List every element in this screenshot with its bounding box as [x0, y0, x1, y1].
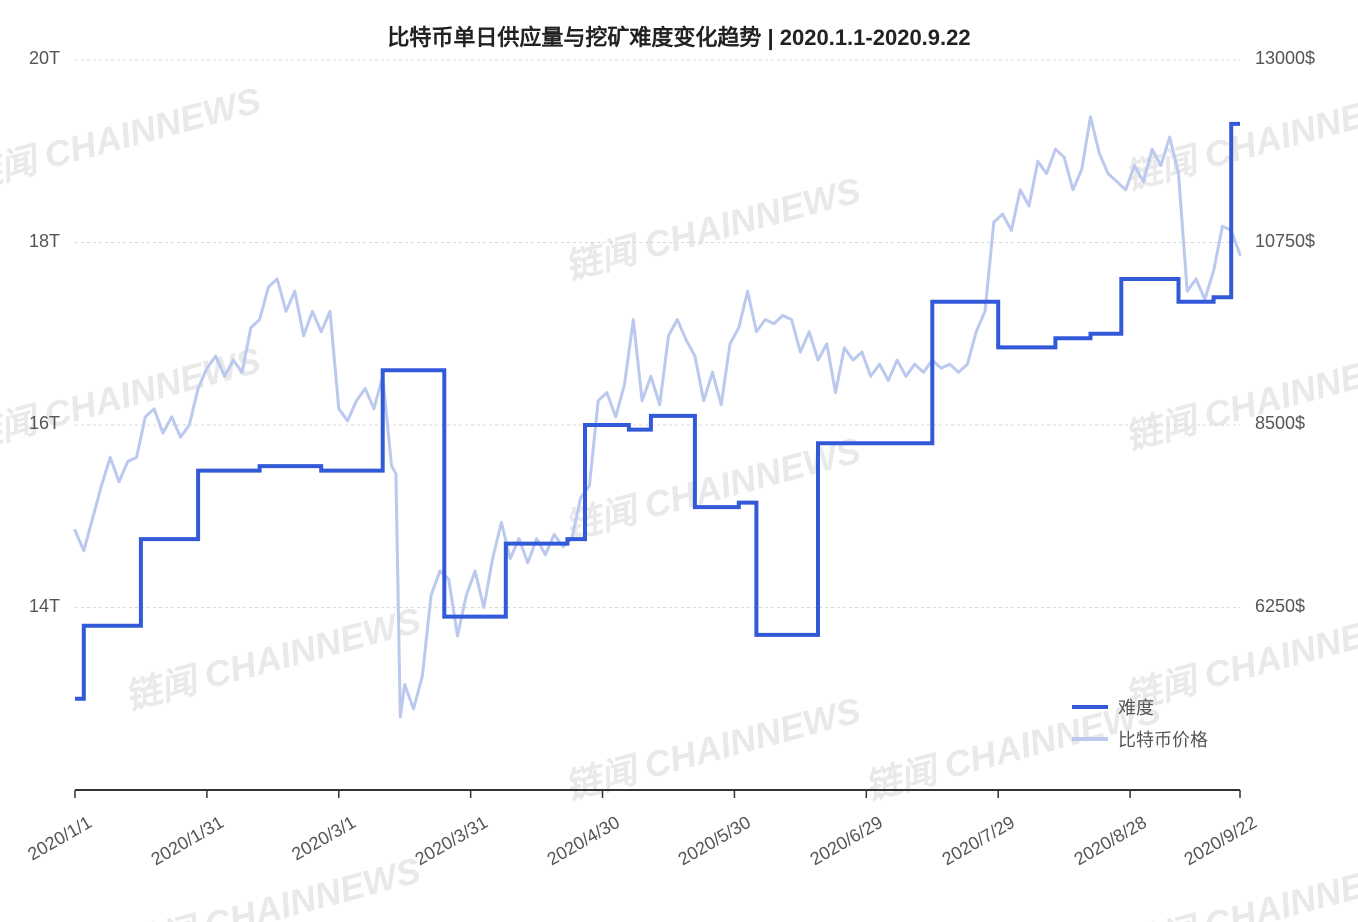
legend-label-difficulty: 难度	[1118, 694, 1154, 720]
y-right-tick-label: 6250$	[1255, 596, 1305, 617]
y-right-tick-label: 8500$	[1255, 413, 1305, 434]
legend-item-difficulty: 难度	[1072, 694, 1208, 720]
chart-canvas	[0, 0, 1358, 922]
y-left-tick-label: 20T	[0, 48, 60, 69]
chart-legend: 难度 比特币价格	[1072, 688, 1208, 752]
y-left-tick-label: 14T	[0, 596, 60, 617]
legend-swatch-difficulty	[1072, 705, 1108, 709]
y-right-tick-label: 13000$	[1255, 48, 1315, 69]
legend-item-price: 比特币价格	[1072, 726, 1208, 752]
y-left-tick-label: 18T	[0, 231, 60, 252]
y-right-tick-label: 10750$	[1255, 231, 1315, 252]
legend-label-price: 比特币价格	[1118, 726, 1208, 752]
y-left-tick-label: 16T	[0, 413, 60, 434]
legend-swatch-price	[1072, 737, 1108, 741]
